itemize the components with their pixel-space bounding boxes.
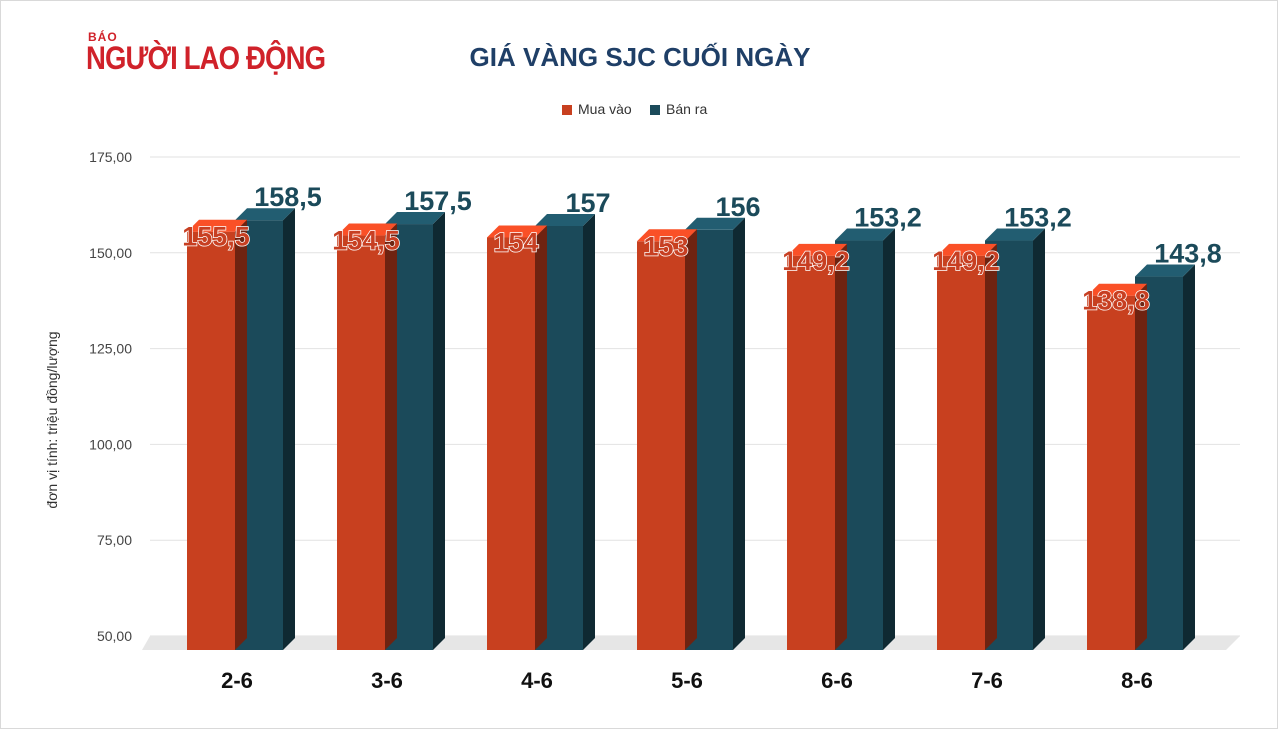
bar-sell-side [583,213,595,650]
bar-buy-top [487,225,547,238]
y-tick-label: 50,00 [97,628,132,644]
logo-small-text: BÁO [88,30,118,44]
legend-label-sell: Bán ra [666,101,707,117]
bar-buy-side [985,243,997,650]
bar-buy-side [1135,283,1147,650]
bar-buy-top [337,223,397,236]
y-tick-label: 150,00 [89,245,132,261]
data-label-buy: 149,2 [782,246,850,276]
bar-sell-top [535,213,595,226]
bar-buy [937,255,985,650]
bar-sell-side [733,217,745,651]
bar-sell-top [685,217,745,230]
y-tick-label: 125,00 [89,341,132,357]
data-label-sell: 156 [715,192,760,222]
logo: BÁO NGƯỜI LAO ĐỘNG [86,30,326,80]
x-category-label: 3-6 [371,668,403,693]
bar-buy-side [385,223,397,650]
x-category-label: 2-6 [221,668,253,693]
bar-buy [487,237,535,651]
y-tick-label: 100,00 [89,436,132,452]
bar-buy-top [637,229,697,242]
bar-buy-side [235,219,247,650]
bar-sell-side [433,212,445,650]
data-label-buy: 154 [493,227,538,257]
bar-sell-side [883,228,895,650]
data-label-sell: 157 [565,188,610,218]
bar-sell-top [1135,264,1195,277]
legend-label-buy: Mua vào [578,101,632,117]
bar-buy-top [787,243,847,256]
bar-sell-top [385,212,445,225]
bar-buy-top [187,219,247,232]
x-category-label: 5-6 [671,668,703,693]
data-label-buy: 154,5 [332,226,400,256]
bar-buy-top [937,243,997,256]
legend-swatch-buy [562,105,572,115]
x-category-label: 4-6 [521,668,553,693]
logo-big-text: NGƯỜI LAO ĐỘNG [86,40,326,76]
data-label-sell: 158,5 [254,182,322,212]
bar-buy [187,231,235,650]
data-label-sell: 143,8 [1154,239,1222,269]
bar-buy-side [835,243,847,650]
bar-buy [787,255,835,650]
bar-sell-side [1033,228,1045,650]
bar-buy [637,241,685,650]
y-tick-label: 75,00 [97,532,132,548]
bar-sell-side [1183,264,1195,650]
bar-sell-top [235,208,295,221]
data-label-buy: 149,2 [932,246,1000,276]
x-category-label: 6-6 [821,668,853,693]
bar-buy-side [535,225,547,651]
bar-buy [337,235,385,650]
bar-sell-top [985,228,1045,241]
legend-swatch-sell [650,105,660,115]
bar-sell-top [835,228,895,241]
x-category-label: 7-6 [971,668,1003,693]
bar-buy-side [685,229,697,650]
data-label-sell: 157,5 [404,186,472,216]
chart-title: GIÁ VÀNG SJC CUỐI NGÀY [469,42,811,72]
x-category-label: 8-6 [1121,668,1153,693]
data-label-sell: 153,2 [1004,203,1072,233]
data-label-buy: 155,5 [182,222,250,252]
y-tick-label: 175,00 [89,149,132,165]
bar-buy [1087,295,1135,650]
bar-buy-top [1087,283,1147,296]
data-label-buy: 138,8 [1082,286,1150,316]
y-axis-label: đơn vị tính: triệu đồng/lượng [44,331,60,508]
bar-sell-side [283,208,295,650]
data-label-buy: 153 [643,231,688,261]
data-label-sell: 153,2 [854,203,922,233]
